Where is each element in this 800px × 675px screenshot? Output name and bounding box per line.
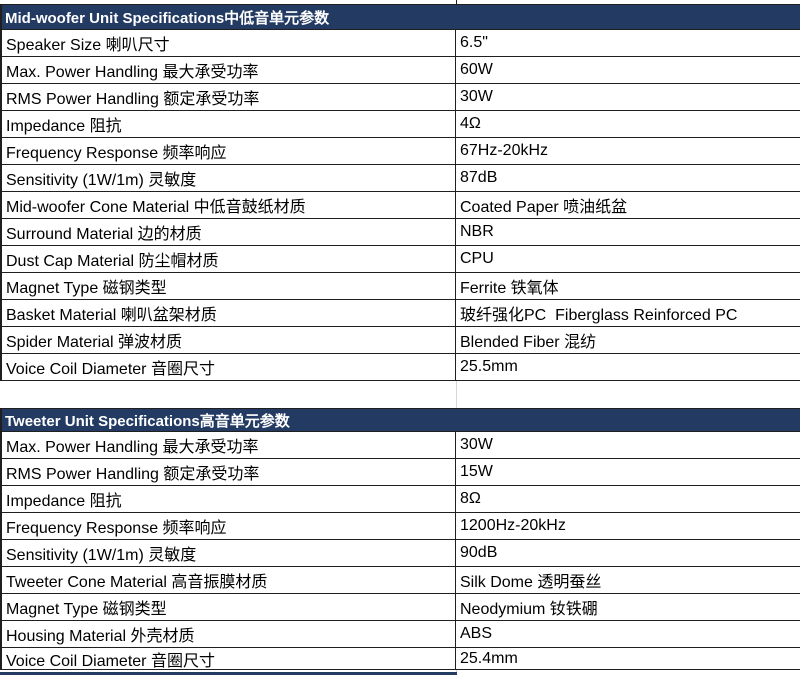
spec-label: Speaker Size 喇叭尺寸 — [2, 30, 456, 56]
table-row: Frequency Response 频率响应 1200Hz-20kHz — [0, 513, 800, 540]
gridline — [456, 381, 457, 408]
table-row: Voice Coil Diameter 音圈尺寸 25.5mm — [0, 354, 800, 381]
table-row: Max. Power Handling 最大承受功率 60W — [0, 57, 800, 84]
spec-label: RMS Power Handling 额定承受功率 — [2, 84, 456, 110]
column-divider-line — [456, 0, 457, 4]
table-row: Magnet Type 磁钢类型 Ferrite 铁氧体 — [0, 273, 800, 300]
tweeter-section-title: Tweeter Unit Specifications高音单元参数 — [5, 412, 290, 430]
spec-value: Coated Paper 喷油纸盆 — [460, 199, 628, 216]
spec-value: 4Ω — [460, 115, 481, 132]
spec-label: Basket Material 喇叭盆架材质 — [2, 300, 456, 326]
table-row: RMS Power Handling 额定承受功率 30W — [0, 84, 800, 111]
spec-label: Surround Material 边的材质 — [2, 219, 456, 245]
table-row: Impedance 阻抗 8Ω — [0, 486, 800, 513]
table-row: Surround Material 边的材质 NBR — [0, 219, 800, 246]
spec-label: Frequency Response 频率响应 — [2, 138, 456, 164]
spec-value: 90dB — [460, 544, 498, 561]
spec-value: ABS — [460, 625, 493, 642]
spec-value: 15W — [460, 463, 493, 480]
spec-label: Mid-woofer Cone Material 中低音鼓纸材质 — [2, 192, 456, 218]
spec-label: Tweeter Cone Material 高音振膜材质 — [2, 567, 456, 593]
spec-value: 25.4mm — [460, 649, 518, 667]
spec-label: Magnet Type 磁钢类型 — [2, 273, 456, 299]
table-row: Impedance 阻抗 4Ω — [0, 111, 800, 138]
spec-value: 67Hz-20kHz — [460, 142, 549, 159]
table-row: Spider Material 弹波材质 Blended Fiber 混纺 — [0, 327, 800, 354]
table-row: Housing Material 外壳材质 ABS — [0, 621, 800, 648]
spec-label: Spider Material 弹波材质 — [2, 327, 456, 353]
cropped-row-bottom — [0, 670, 800, 672]
next-section-header-stub — [0, 672, 457, 675]
cropped-row-top — [0, 0, 800, 4]
spec-value: 30W — [460, 436, 493, 453]
gridline — [456, 670, 457, 672]
midwoofer-section-header: Mid-woofer Unit Specifications中低音单元参数 — [0, 4, 800, 30]
spec-value: Ferrite 铁氧体 — [460, 280, 559, 297]
empty-spreadsheet-row — [0, 381, 800, 408]
spec-label: Dust Cap Material 防尘帽材质 — [2, 246, 456, 272]
table-row: Mid-woofer Cone Material 中低音鼓纸材质 Coated … — [0, 192, 800, 219]
spec-value: CPU — [460, 250, 494, 267]
spec-label: Impedance 阻抗 — [2, 111, 456, 137]
table-row: Sensitivity (1W/1m) 灵敏度 90dB — [0, 540, 800, 567]
spec-value: 87dB — [460, 169, 498, 186]
spec-value: NBR — [460, 223, 494, 240]
midwoofer-section-title: Mid-woofer Unit Specifications中低音单元参数 — [5, 9, 330, 27]
spec-label: Housing Material 外壳材质 — [2, 621, 456, 647]
spec-label: Max. Power Handling 最大承受功率 — [2, 432, 456, 458]
spec-value: 60W — [460, 61, 493, 78]
table-row: Dust Cap Material 防尘帽材质 CPU — [0, 246, 800, 273]
spec-value: Neodymium 钕铁硼 — [460, 601, 598, 618]
table-row: Max. Power Handling 最大承受功率 30W — [0, 432, 800, 459]
spec-value: 30W — [460, 88, 493, 105]
spec-value: Silk Dome 透明蚕丝 — [460, 574, 602, 591]
spec-value: 1200Hz-20kHz — [460, 517, 566, 534]
spec-label: Impedance 阻抗 — [2, 486, 456, 512]
table-row: Voice Coil Diameter 音圈尺寸 25.4mm — [0, 648, 800, 670]
spec-label: Voice Coil Diameter 音圈尺寸 — [2, 354, 456, 380]
table-row: Magnet Type 磁钢类型 Neodymium 钕铁硼 — [0, 594, 800, 621]
table-row: Basket Material 喇叭盆架材质 玻纤强化PC Fiberglass… — [0, 300, 800, 327]
tweeter-section-header: Tweeter Unit Specifications高音单元参数 — [0, 408, 800, 432]
spec-label: Frequency Response 频率响应 — [2, 513, 456, 539]
spec-value: Blended Fiber 混纺 — [460, 334, 597, 351]
spec-label: Voice Coil Diameter 音圈尺寸 — [2, 648, 456, 669]
spec-label: Max. Power Handling 最大承受功率 — [2, 57, 456, 83]
spec-label: RMS Power Handling 额定承受功率 — [2, 459, 456, 485]
spec-value: 6.5" — [460, 34, 488, 51]
spec-value: 8Ω — [460, 490, 481, 507]
table-row: Tweeter Cone Material 高音振膜材质 Silk Dome 透… — [0, 567, 800, 594]
table-row: RMS Power Handling 额定承受功率 15W — [0, 459, 800, 486]
spec-label: Magnet Type 磁钢类型 — [2, 594, 456, 620]
spec-label: Sensitivity (1W/1m) 灵敏度 — [2, 540, 456, 566]
spec-value: 玻纤强化PC Fiberglass Reinforced PC — [460, 307, 738, 324]
table-row: Sensitivity (1W/1m) 灵敏度 87dB — [0, 165, 800, 192]
table-row: Speaker Size 喇叭尺寸 6.5" — [0, 30, 800, 57]
spec-value: 25.5mm — [460, 358, 518, 375]
table-row: Frequency Response 频率响应 67Hz-20kHz — [0, 138, 800, 165]
spec-label: Sensitivity (1W/1m) 灵敏度 — [2, 165, 456, 191]
